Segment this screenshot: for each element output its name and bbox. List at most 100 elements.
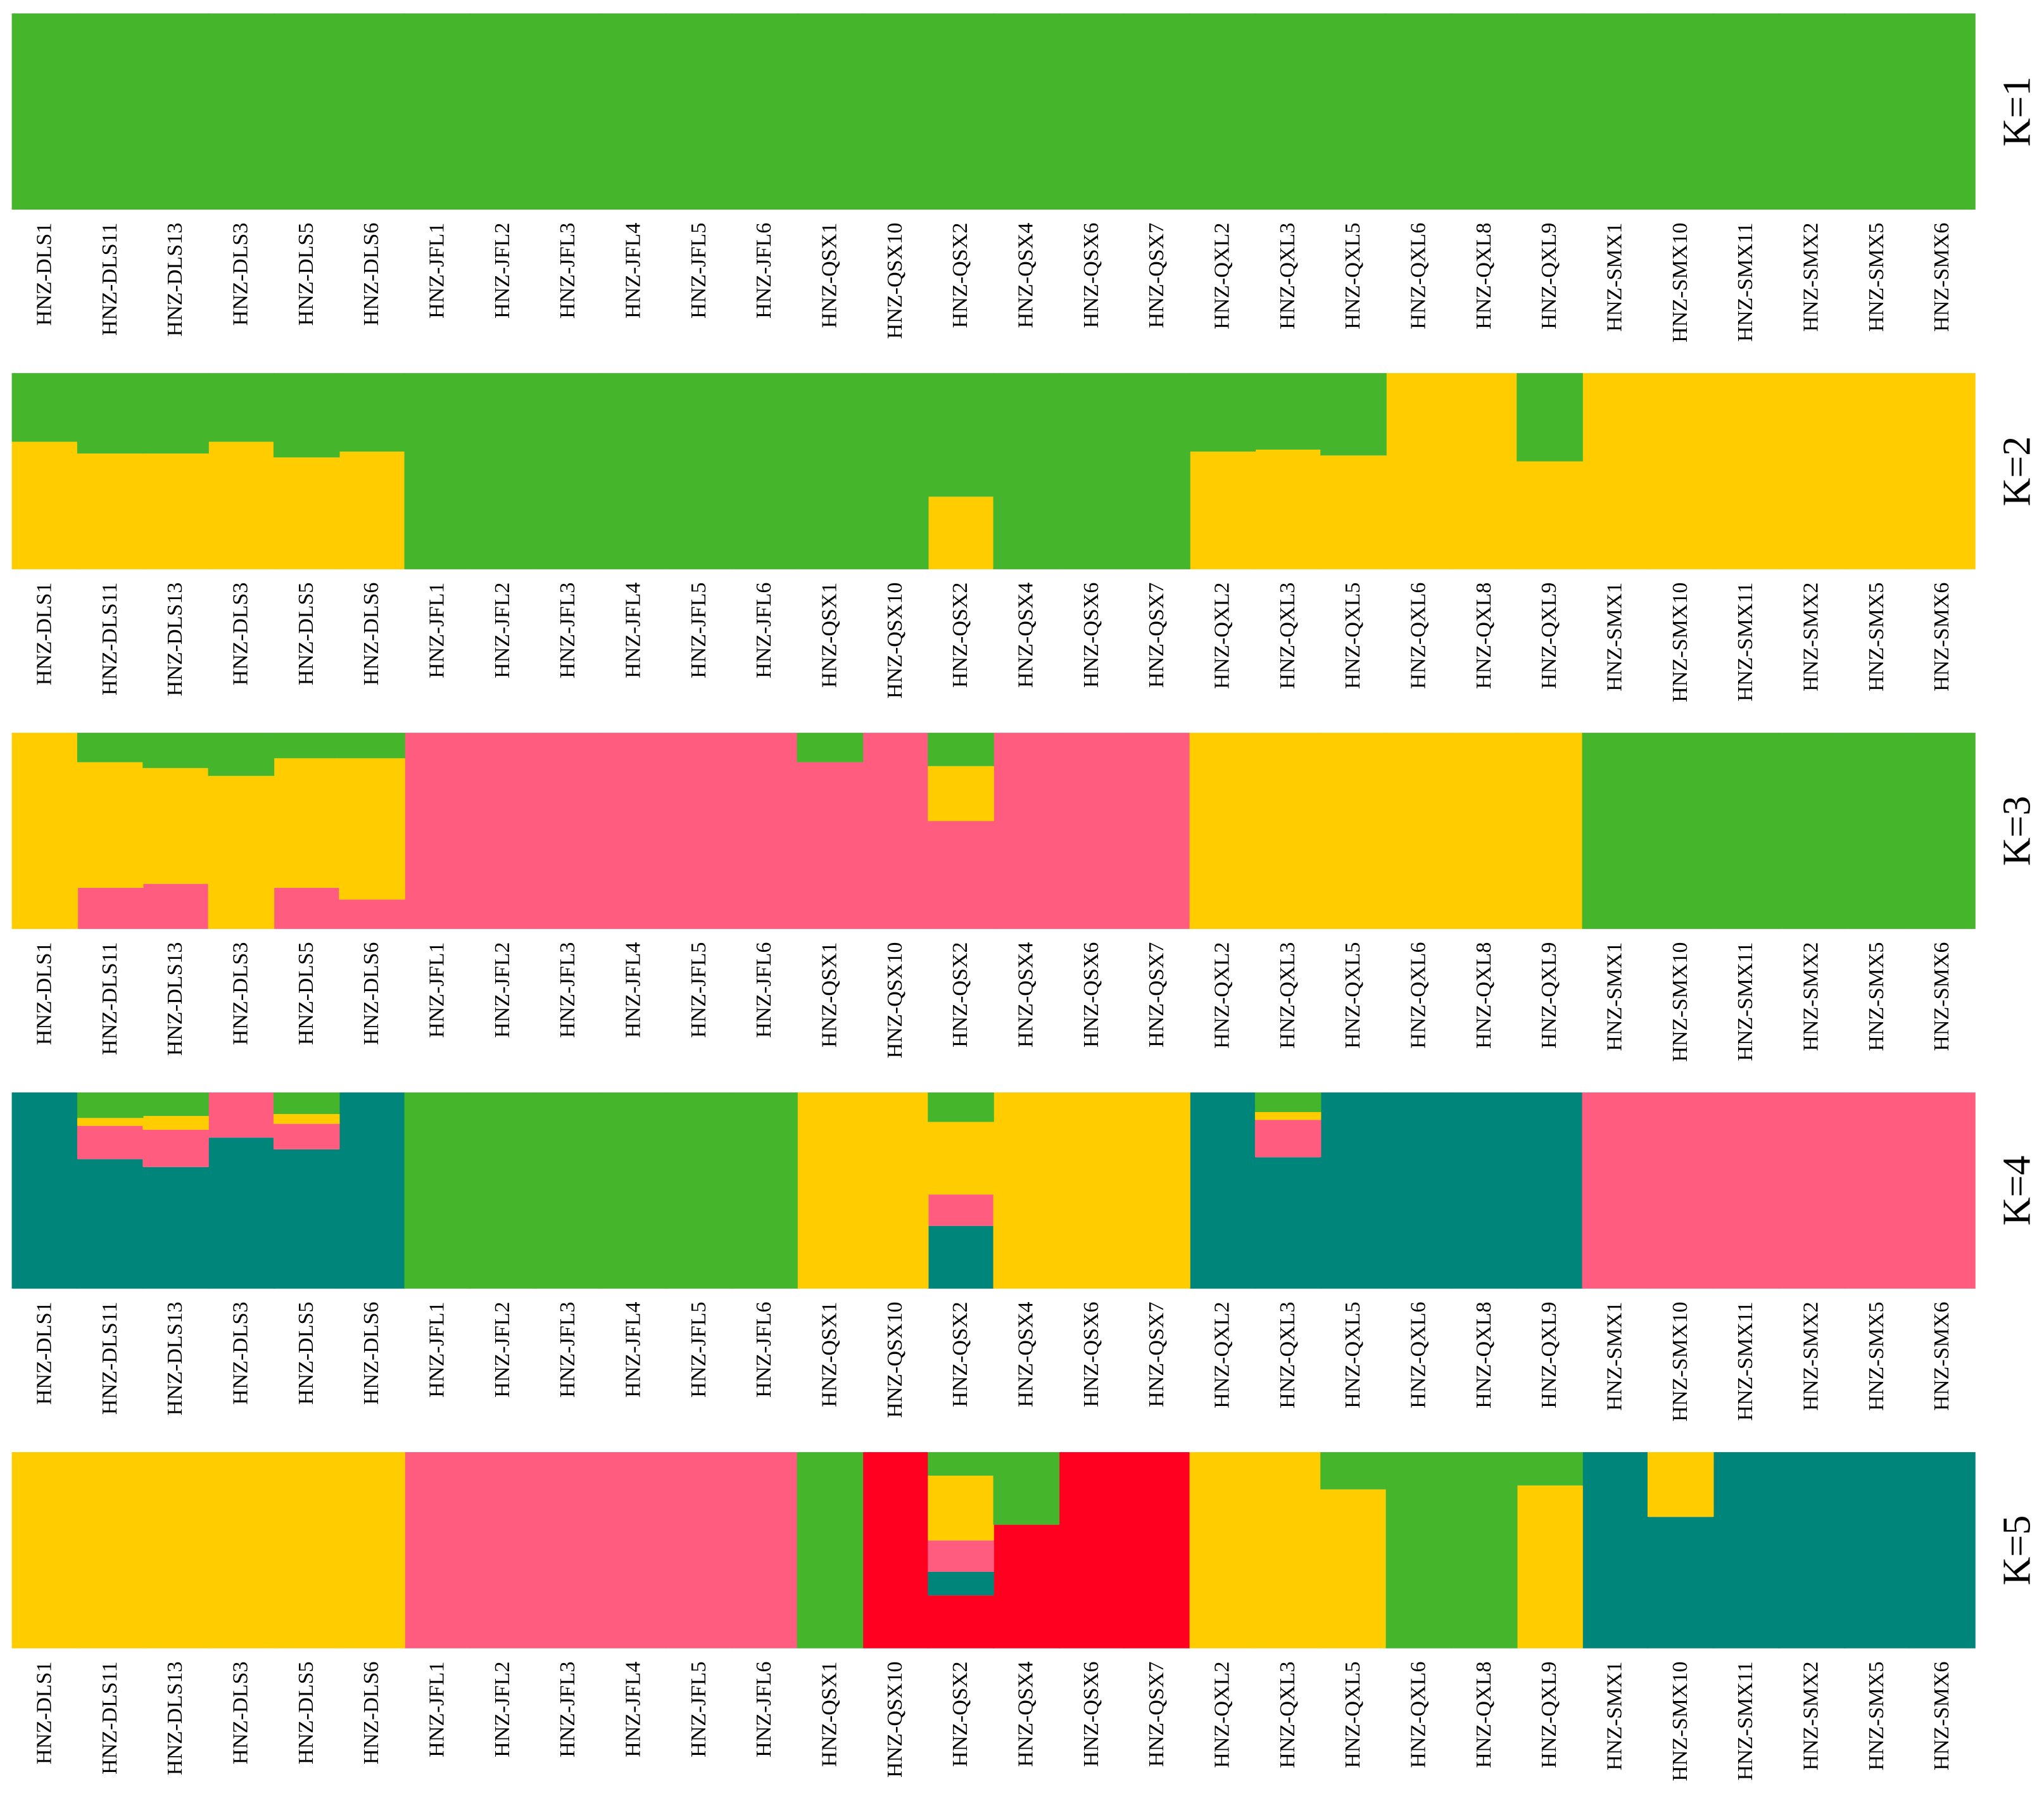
bar-segment	[1517, 373, 1583, 462]
bar-segment	[404, 1092, 471, 1289]
bar-segment	[1385, 733, 1453, 929]
x-tick-label: HNZ-QSX7	[1145, 583, 1168, 688]
x-tick-label: HNZ-JFL3	[556, 583, 579, 678]
bar-segment	[1451, 373, 1518, 569]
x-tick-label: HNZ-DLS5	[294, 1301, 318, 1405]
bar-segment	[404, 1452, 471, 1648]
x-tick-label: HNZ-SMX1	[1603, 223, 1627, 332]
bar-segment	[142, 883, 209, 929]
x-tick-label: HNZ-QXL9	[1537, 942, 1561, 1049]
x-tick-label: HNZ-JFL2	[491, 1301, 514, 1397]
x-tick-label: HNZ-QXL9	[1537, 223, 1561, 329]
x-tick-label: HNZ-SMX5	[1865, 1661, 1888, 1770]
x-tick-label: HNZ-JFL6	[752, 942, 776, 1038]
bar-segment	[1778, 373, 1845, 569]
bar-segment	[1713, 13, 1779, 210]
x-tick-label: HNZ-QXL3	[1276, 223, 1299, 329]
bar-segment	[1713, 733, 1779, 929]
bar-segment	[928, 1194, 994, 1226]
bar-segment	[1909, 1452, 1976, 1648]
bar-segment	[11, 373, 79, 442]
bar-segment	[666, 1092, 733, 1289]
x-tick-label: HNZ-SMX10	[1669, 223, 1692, 343]
bar-segment	[142, 453, 209, 569]
x-tick-label: HNZ-QXL9	[1537, 583, 1561, 689]
bar-segment	[666, 13, 733, 210]
bar-segment	[208, 733, 275, 776]
x-tick-label: HNZ-QXL6	[1407, 223, 1430, 329]
bar-segment	[142, 1116, 209, 1130]
bar-segment	[11, 733, 79, 929]
bar-segment	[1124, 733, 1190, 929]
x-tick-label: HNZ-DLS5	[294, 583, 318, 686]
x-tick-label: HNZ-DLS11	[98, 942, 122, 1055]
bar-segment	[1517, 1452, 1583, 1486]
bar-segment	[535, 733, 602, 929]
x-tick-label: HNZ-DLS3	[229, 583, 253, 686]
x-tick-label: HNZ-QSX2	[949, 1661, 972, 1767]
x-tick-label: HNZ-JFL1	[426, 1301, 449, 1397]
bar-segment	[1647, 733, 1714, 929]
bar-segment	[1582, 1092, 1649, 1289]
bar-segment	[1843, 1452, 1910, 1648]
x-tick-label: HNZ-QSX4	[1014, 1661, 1038, 1767]
x-tick-label: HNZ-SMX10	[1669, 1661, 1692, 1781]
bar-segment	[1517, 13, 1583, 210]
x-tick-label: HNZ-QXL3	[1276, 1301, 1299, 1408]
bar-segment	[1124, 1092, 1190, 1289]
bar-segment	[535, 1092, 602, 1289]
bar-segment	[1254, 1157, 1322, 1289]
bar-segment	[666, 373, 733, 569]
bar-segment	[469, 1092, 536, 1289]
bar-segment	[993, 733, 1060, 929]
bar-segment	[600, 1092, 667, 1289]
x-tick-label: HNZ-QXL2	[1211, 942, 1234, 1049]
x-tick-label: HNZ-QSX10	[883, 223, 907, 339]
bar-segment	[1582, 13, 1649, 210]
bar-segment	[273, 1092, 340, 1115]
x-tick-label: HNZ-QSX1	[818, 583, 842, 688]
bar-segment	[797, 13, 864, 210]
x-tick-label: HNZ-QSX7	[1145, 1661, 1168, 1767]
bar-segment	[1385, 373, 1453, 569]
bar-segment	[1517, 1092, 1583, 1289]
bar-segment	[1843, 373, 1910, 569]
x-tick-label: HNZ-SMX10	[1669, 1301, 1692, 1421]
panel-label: K=5	[1995, 1515, 2038, 1586]
x-tick-label: HNZ-JFL4	[622, 583, 645, 678]
x-tick-label: HNZ-DLS5	[294, 942, 318, 1046]
bar-segment	[208, 441, 275, 569]
bar-segment	[535, 13, 602, 210]
x-tick-label: HNZ-QXL5	[1341, 942, 1365, 1049]
bar-segment	[339, 899, 405, 929]
bar-segment	[1320, 373, 1387, 456]
x-tick-label: HNZ-JFL2	[491, 942, 514, 1038]
bar-segment	[600, 1452, 667, 1648]
bar-segment	[600, 13, 667, 210]
x-tick-label: HNZ-DLS3	[229, 1301, 253, 1405]
bar-segment	[928, 1540, 994, 1572]
x-tick-label: HNZ-DLS6	[360, 223, 383, 326]
bar-segment	[1320, 1489, 1387, 1648]
x-tick-label: HNZ-JFL4	[622, 223, 645, 319]
bar-segment	[928, 1595, 994, 1648]
bar-segment	[142, 1167, 209, 1289]
x-tick-label: HNZ-DLS11	[98, 1661, 122, 1775]
x-tick-label: HNZ-QXL8	[1472, 223, 1496, 329]
bar-segment	[928, 13, 994, 210]
bar-segment	[11, 1452, 79, 1648]
x-tick-label: HNZ-QXL5	[1341, 1661, 1365, 1768]
bar-segment	[1713, 1452, 1779, 1648]
x-tick-label: HNZ-QSX6	[1080, 1661, 1103, 1767]
x-tick-label: HNZ-QSX2	[949, 583, 972, 688]
panel-label: K=1	[1995, 77, 2038, 147]
x-tick-label: HNZ-SMX1	[1603, 1661, 1627, 1770]
bar-segment	[273, 1149, 340, 1289]
x-tick-label: HNZ-SMX10	[1669, 942, 1692, 1062]
bar-segment	[1451, 1092, 1518, 1289]
bar-segment	[208, 373, 275, 442]
x-tick-label: HNZ-QSX2	[949, 942, 972, 1048]
x-tick-label: HNZ-SMX11	[1734, 1301, 1757, 1420]
